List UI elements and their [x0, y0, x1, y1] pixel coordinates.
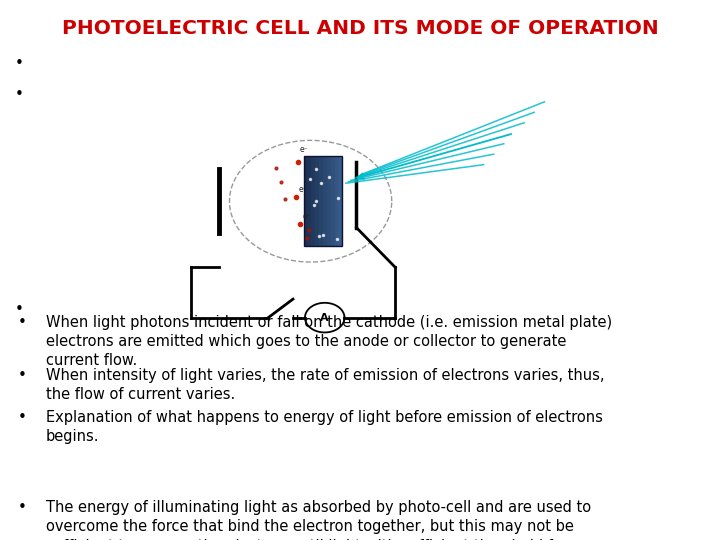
- Text: e⁻: e⁻: [302, 212, 311, 221]
- Bar: [327, 156, 330, 246]
- Bar: [335, 156, 338, 246]
- Text: •: •: [18, 368, 27, 383]
- Bar: [319, 156, 323, 246]
- Text: •: •: [18, 500, 27, 515]
- Text: •: •: [14, 302, 23, 317]
- Bar: [323, 156, 327, 246]
- Text: •: •: [14, 56, 23, 71]
- Text: •: •: [18, 410, 27, 425]
- Text: •: •: [14, 87, 23, 103]
- Bar: [304, 156, 343, 246]
- Text: When intensity of light varies, the rate of emission of electrons varies, thus,
: When intensity of light varies, the rate…: [46, 368, 605, 402]
- Bar: [338, 156, 343, 246]
- Bar: [311, 156, 315, 246]
- Bar: [315, 156, 319, 246]
- Bar: [304, 156, 307, 246]
- Bar: [307, 156, 311, 246]
- Text: PHOTOELECTRIC CELL AND ITS MODE OF OPERATION: PHOTOELECTRIC CELL AND ITS MODE OF OPERA…: [62, 18, 658, 38]
- Bar: [330, 156, 335, 246]
- Text: Explanation of what happens to energy of light before emission of electrons
begi: Explanation of what happens to energy of…: [46, 410, 603, 444]
- Text: e⁻: e⁻: [300, 145, 309, 153]
- Text: When light photons incident or fall on the cathode (i.e. emission metal plate)
e: When light photons incident or fall on t…: [46, 315, 612, 368]
- Text: The energy of illuminating light as absorbed by photo-cell and are used to
overc: The energy of illuminating light as abso…: [46, 500, 621, 540]
- Text: e⁻: e⁻: [299, 185, 307, 194]
- Text: •: •: [18, 315, 27, 330]
- Text: A: A: [320, 313, 329, 322]
